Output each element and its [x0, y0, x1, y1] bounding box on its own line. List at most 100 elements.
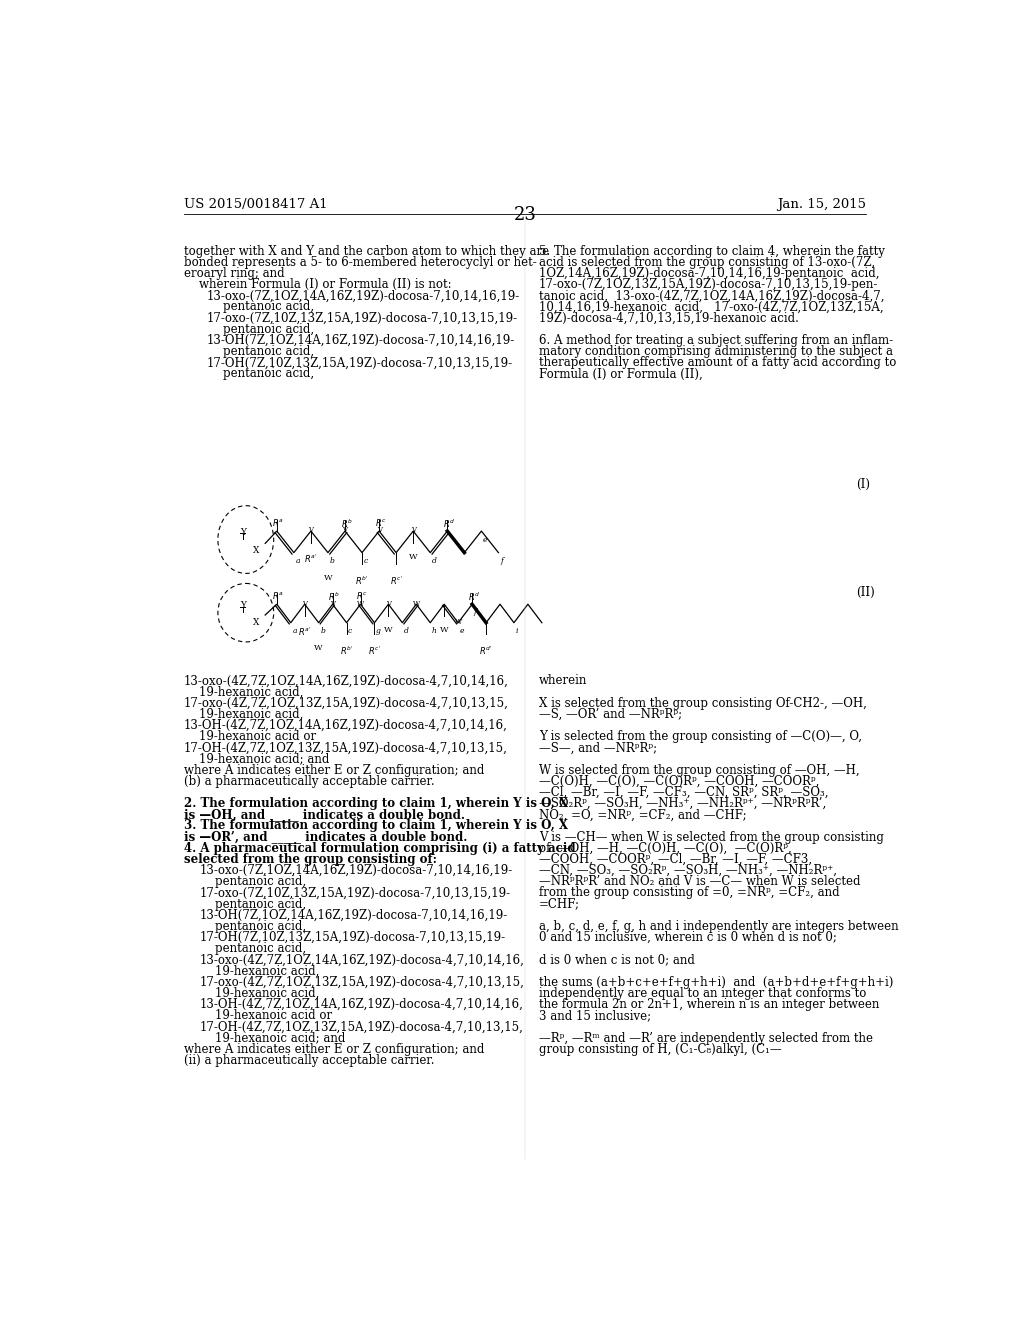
Text: h: h	[432, 627, 436, 635]
Text: selected from the group consisting of:: selected from the group consisting of:	[183, 853, 437, 866]
Text: pentanoic acid,: pentanoic acid,	[222, 301, 313, 313]
Text: 1OZ,14A,16Z,19Z)-docosa-7,10,14,16,19-pentanoic  acid,: 1OZ,14A,16Z,19Z)-docosa-7,10,14,16,19-pe…	[539, 267, 880, 280]
Text: $R^d$: $R^d$	[468, 590, 480, 603]
Text: is —OR’, and _____ indicates a double bond.: is —OR’, and _____ indicates a double bo…	[183, 830, 467, 843]
Text: bonded represents a 5- to 6-membered heterocyclyl or het-: bonded represents a 5- to 6-membered het…	[183, 256, 537, 269]
Text: wherein: wherein	[539, 675, 587, 688]
Text: W: W	[357, 599, 365, 607]
Text: W: W	[455, 618, 462, 626]
Text: $R^{a'}$: $R^{a'}$	[304, 553, 317, 565]
Text: a: a	[292, 627, 297, 635]
Text: $R^b$: $R^b$	[341, 517, 352, 529]
Text: X: X	[253, 618, 259, 627]
Text: f: f	[500, 557, 503, 565]
Text: $R^{b'}$: $R^{b'}$	[340, 644, 353, 656]
Text: Y: Y	[240, 601, 246, 610]
Text: 19-hexanoic acid,: 19-hexanoic acid,	[200, 708, 304, 721]
Text: i: i	[515, 627, 518, 635]
Text: 19-hexanoic acid,: 19-hexanoic acid,	[215, 987, 319, 1001]
Text: 13-oxo-(4Z,7Z,1OZ,14A,16Z,19Z)-docosa-4,7,10,14,16,: 13-oxo-(4Z,7Z,1OZ,14A,16Z,19Z)-docosa-4,…	[183, 675, 509, 688]
Text: pentanoic acid,: pentanoic acid,	[215, 898, 306, 911]
Text: W: W	[413, 599, 420, 607]
Text: 13-OH-(4Z,7Z,1OZ,14A,16Z,19Z)-docosa-4,7,10,14,16,: 13-OH-(4Z,7Z,1OZ,14A,16Z,19Z)-docosa-4,7…	[183, 719, 508, 733]
Text: 17-oxo-(7Z,1OZ,13Z,15A,19Z)-docosa-7,10,13,15,19-pen-: 17-oxo-(7Z,1OZ,13Z,15A,19Z)-docosa-7,10,…	[539, 279, 879, 292]
Text: Y: Y	[240, 528, 246, 537]
Text: $R^{b'}$: $R^{b'}$	[355, 574, 369, 586]
Text: $R^{c'}$: $R^{c'}$	[368, 644, 381, 656]
Text: 13-OH-(4Z,7Z,1OZ,14A,16Z,19Z)-docosa-4,7,10,14,16,: 13-OH-(4Z,7Z,1OZ,14A,16Z,19Z)-docosa-4,7…	[200, 998, 523, 1011]
Text: 17-OH-(4Z,7Z,1OZ,13Z,15A,19Z)-docosa-4,7,10,13,15,: 17-OH-(4Z,7Z,1OZ,13Z,15A,19Z)-docosa-4,7…	[200, 1020, 523, 1034]
Text: together with X and Y and the carbon atom to which they are: together with X and Y and the carbon ato…	[183, 244, 549, 257]
Text: $R^{a'}$: $R^{a'}$	[298, 626, 311, 638]
Text: b: b	[330, 557, 335, 565]
Text: V: V	[411, 527, 416, 535]
Text: =CHF;: =CHF;	[539, 898, 580, 911]
Text: b: b	[321, 627, 325, 635]
Text: $R^a$: $R^a$	[272, 517, 285, 528]
Text: (II): (II)	[856, 586, 876, 599]
Text: 13-OH(7Z,1OZ,14A,16Z,19Z)-docosa-7,10,14,16,19-: 13-OH(7Z,1OZ,14A,16Z,19Z)-docosa-7,10,14…	[200, 908, 508, 921]
Text: is —OH, and _____ indicates a double bond.: is —OH, and _____ indicates a double bon…	[183, 808, 465, 821]
Text: 17-oxo-(7Z,10Z,13Z,15A,19Z)-docosa-7,10,13,15,19-: 17-oxo-(7Z,10Z,13Z,15A,19Z)-docosa-7,10,…	[200, 887, 510, 899]
Text: of  —OH, —H, —C(O)H, —C(O),  —C(O)Rᵖ,: of —OH, —H, —C(O)H, —C(O), —C(O)Rᵖ,	[539, 842, 792, 855]
Text: $R^d$: $R^d$	[442, 517, 455, 529]
Text: pentanoic acid,: pentanoic acid,	[222, 323, 313, 335]
Text: tanoic acid,  13-oxo-(4Z,7Z,1OZ,14A,16Z,19Z)-docosa-4,7,: tanoic acid, 13-oxo-(4Z,7Z,1OZ,14A,16Z,1…	[539, 289, 885, 302]
Text: 19-hexanoic acid or: 19-hexanoic acid or	[215, 1010, 332, 1022]
Text: acid is selected from the group consisting of 13-oxo-(7Z,: acid is selected from the group consisti…	[539, 256, 874, 269]
Text: the formula 2n or 2n+1, wherein n is an integer between: the formula 2n or 2n+1, wherein n is an …	[539, 998, 880, 1011]
Text: 2. The formulation according to claim 1, wherein Y is O, X: 2. The formulation according to claim 1,…	[183, 797, 567, 810]
Text: where A indicates either E or Z configuration; and: where A indicates either E or Z configur…	[183, 763, 484, 776]
Text: —COOH, —COORᵖ, —Cl, —Br, —I, —F, —CF3,: —COOH, —COORᵖ, —Cl, —Br, —I, —F, —CF3,	[539, 853, 812, 866]
Text: 23: 23	[513, 206, 537, 224]
Text: W: W	[314, 644, 323, 652]
Text: 19-hexanoic acid; and: 19-hexanoic acid; and	[200, 752, 330, 766]
Text: —Cl, —Br, —I, —F, —CF₃, —CN, SRᵖ, SRᵖ, —SO₃,: —Cl, —Br, —I, —F, —CF₃, —CN, SRᵖ, SRᵖ, —…	[539, 785, 828, 799]
Text: $R^c$: $R^c$	[375, 517, 386, 528]
Text: X: X	[253, 545, 259, 554]
Text: 13-oxo-(7Z,1OZ,14A,16Z,19Z)-docosa-7,10,14,16,19-: 13-oxo-(7Z,1OZ,14A,16Z,19Z)-docosa-7,10,…	[200, 865, 513, 876]
Text: $R^a$: $R^a$	[272, 590, 285, 602]
Text: eroaryl ring; and: eroaryl ring; and	[183, 267, 285, 280]
Text: X is selected from the group consisting Of-CH2-, —OH,: X is selected from the group consisting …	[539, 697, 866, 710]
Text: where A indicates either E or Z configuration; and: where A indicates either E or Z configur…	[183, 1043, 484, 1056]
Text: —NRᵖRᵖR’ and NO₂ and V is —C— when W is selected: —NRᵖRᵖR’ and NO₂ and V is —C— when W is …	[539, 875, 860, 888]
Text: therapeutically effective amount of a fatty acid according to: therapeutically effective amount of a fa…	[539, 356, 896, 370]
Text: 4. A pharmaceutical formulation comprising (i) a fatty acid: 4. A pharmaceutical formulation comprisi…	[183, 842, 575, 855]
Text: pentanoic acid,: pentanoic acid,	[215, 942, 306, 956]
Text: 17-OH(7Z,10Z,13Z,15A,19Z)-docosa-7,10,13,15,19-: 17-OH(7Z,10Z,13Z,15A,19Z)-docosa-7,10,13…	[200, 931, 506, 944]
Text: 5. The formulation according to claim 4, wherein the fatty: 5. The formulation according to claim 4,…	[539, 244, 885, 257]
Text: 17-OH-(4Z,7Z,1OZ,13Z,15A,19Z)-docosa-4,7,10,13,15,: 17-OH-(4Z,7Z,1OZ,13Z,15A,19Z)-docosa-4,7…	[183, 742, 508, 754]
Text: —CN, —SO₃, —SO₂Rᵖ, —SO₃H, —NH₃⁺, —NH₂Rᵖ⁺,: —CN, —SO₃, —SO₂Rᵖ, —SO₃H, —NH₃⁺, —NH₂Rᵖ⁺…	[539, 865, 837, 876]
Text: —S, —OR’ and —NRᵖRᵖ;: —S, —OR’ and —NRᵖRᵖ;	[539, 708, 682, 721]
Text: independently are equal to an integer that conforms to: independently are equal to an integer th…	[539, 987, 866, 1001]
Text: (b) a pharmaceutically acceptable carrier.: (b) a pharmaceutically acceptable carrie…	[183, 775, 434, 788]
Text: W: W	[440, 626, 449, 634]
Text: a, b, c, d, e, f, g, h and i independently are integers between: a, b, c, d, e, f, g, h and i independent…	[539, 920, 898, 933]
Text: V: V	[330, 599, 335, 607]
Text: (ii) a pharmaceutically acceptable carrier.: (ii) a pharmaceutically acceptable carri…	[183, 1053, 434, 1067]
Text: W: W	[384, 626, 393, 634]
Text: e: e	[483, 536, 487, 544]
Text: d: d	[432, 557, 436, 565]
Text: c: c	[348, 627, 352, 635]
Text: g: g	[376, 627, 381, 635]
Text: —C(O)H, —C(O), —C(O)Rᵖ, —COOH, —COORᵖ,: —C(O)H, —C(O), —C(O)Rᵖ, —COOH, —COORᵖ,	[539, 775, 819, 788]
Text: $R^{c'}$: $R^{c'}$	[389, 574, 402, 586]
Text: d: d	[403, 627, 409, 635]
Text: 19-hexanoic acid; and: 19-hexanoic acid; and	[215, 1032, 345, 1044]
Text: 3 and 15 inclusive;: 3 and 15 inclusive;	[539, 1010, 651, 1022]
Text: V is —CH— when W is selected from the group consisting: V is —CH— when W is selected from the gr…	[539, 830, 884, 843]
Text: the sums (a+b+c+e+f+g+h+i)  and  (a+b+d+e+f+g+h+i): the sums (a+b+c+e+f+g+h+i) and (a+b+d+e+…	[539, 975, 893, 989]
Text: US 2015/0018417 A1: US 2015/0018417 A1	[183, 198, 328, 211]
Text: from the group consisting of =0, =NRᵖ, =CF₂, and: from the group consisting of =0, =NRᵖ, =…	[539, 887, 840, 899]
Text: 3. The formulation according to claim 1, wherein Y is O, X: 3. The formulation according to claim 1,…	[183, 820, 567, 833]
Text: —S—, and —NRᵖRᵖ;: —S—, and —NRᵖRᵖ;	[539, 742, 656, 754]
Text: 0 and 15 inclusive, wherein c is 0 when d is not 0;: 0 and 15 inclusive, wherein c is 0 when …	[539, 931, 837, 944]
Text: (I): (I)	[856, 478, 870, 491]
Text: pentanoic acid,: pentanoic acid,	[222, 367, 313, 380]
Text: matory condition comprising administering to the subject a: matory condition comprising administerin…	[539, 345, 893, 358]
Text: 19Z)-docosa-4,7,10,13,15,19-hexanoic acid.: 19Z)-docosa-4,7,10,13,15,19-hexanoic aci…	[539, 312, 799, 325]
Text: 19-hexanoic acid,: 19-hexanoic acid,	[215, 965, 319, 978]
Text: a: a	[295, 557, 300, 565]
